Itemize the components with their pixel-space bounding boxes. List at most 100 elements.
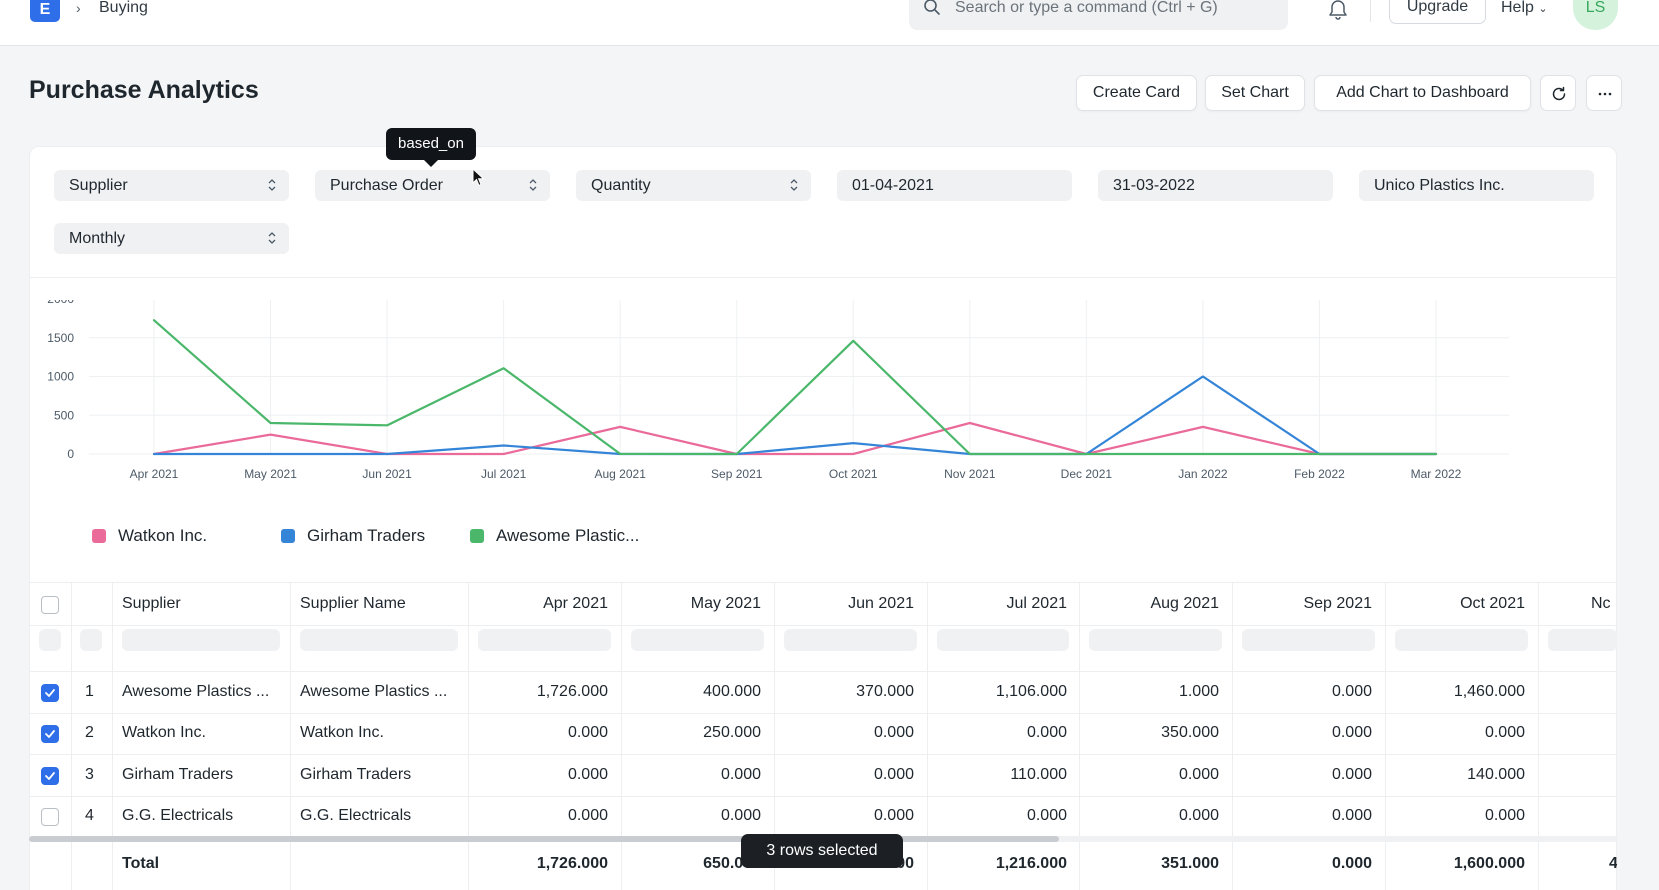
based-on-value: Purchase Order (330, 177, 443, 194)
sep-filter-input[interactable] (1242, 629, 1375, 651)
column-header-aug-2021[interactable]: Aug 2021 (1150, 595, 1219, 612)
oct-cell[interactable]: 0.000 (1484, 807, 1525, 824)
tree-type-select[interactable]: Supplier (54, 170, 289, 201)
oct-filter-input[interactable] (1395, 629, 1528, 651)
supplier-name-cell[interactable]: Girham Traders (300, 766, 412, 783)
more-menu-button[interactable] (1586, 75, 1622, 111)
from-date-input[interactable]: 01-04-2021 (837, 170, 1072, 201)
check-icon (45, 772, 55, 780)
company-input[interactable]: Unico Plastics Inc. (1359, 170, 1594, 201)
breadcrumb-buying[interactable]: Buying (99, 0, 148, 16)
supplier-name-cell[interactable]: Watkon Inc. (300, 724, 384, 741)
nov-filter-input[interactable] (1548, 629, 1617, 651)
column-divider (1385, 582, 1386, 890)
row-index: 2 (85, 724, 94, 741)
column-header-supplier[interactable]: Supplier (122, 595, 181, 612)
column-header-nov-2021[interactable]: Nc (1591, 595, 1611, 612)
may-cell[interactable]: 400.000 (703, 683, 761, 700)
column-header-may-2021[interactable]: May 2021 (690, 595, 761, 612)
oct-cell[interactable]: 0.000 (1484, 724, 1525, 741)
aug-cell[interactable]: 0.000 (1178, 807, 1219, 824)
column-header-apr-2021[interactable]: Apr 2021 (543, 595, 608, 612)
search-placeholder: Search or type a command (Ctrl + G) (955, 0, 1218, 16)
column-divider (927, 582, 928, 890)
aug-filter-input[interactable] (1089, 629, 1222, 651)
supplier-cell[interactable]: Awesome Plastics ... (122, 683, 270, 700)
apr-filter-input[interactable] (478, 629, 611, 651)
sep-cell[interactable]: 0.000 (1331, 683, 1372, 700)
oct-cell[interactable]: 140.000 (1467, 766, 1525, 783)
based-on-select[interactable]: Purchase Order (315, 170, 550, 201)
row-checkbox[interactable] (41, 808, 59, 826)
set-chart-button[interactable]: Set Chart (1205, 75, 1305, 111)
apr-cell[interactable]: 1,726.000 (536, 683, 608, 700)
aug-cell[interactable]: 0.000 (1178, 766, 1219, 783)
column-header-oct-2021[interactable]: Oct 2021 (1460, 595, 1525, 612)
jul-cell[interactable]: 1,106.000 (995, 683, 1067, 700)
row-checkbox[interactable] (41, 725, 59, 743)
column-header-jul-2021[interactable]: Jul 2021 (1006, 595, 1068, 612)
help-dropdown[interactable]: Help ⌄ (1501, 0, 1548, 17)
upgrade-button[interactable]: Upgrade (1389, 0, 1486, 24)
supplier-cell[interactable]: Girham Traders (122, 766, 234, 783)
column-header-sep-2021[interactable]: Sep 2021 (1303, 595, 1372, 612)
sep-cell[interactable]: 0.000 (1331, 724, 1372, 741)
supplier-name-cell[interactable]: Awesome Plastics ... (300, 683, 448, 700)
select-all-checkbox[interactable] (41, 596, 59, 614)
supplier-name-filter-input[interactable] (300, 629, 458, 651)
sep-cell[interactable]: 0.000 (1331, 766, 1372, 783)
column-divider (1079, 582, 1080, 890)
jun-cell[interactable]: 0.000 (873, 766, 914, 783)
jul-cell[interactable]: 0.000 (1026, 724, 1067, 741)
add-chart-to-dashboard-button[interactable]: Add Chart to Dashboard (1314, 75, 1531, 111)
rows-selected-toast: 3 rows selected (741, 834, 903, 868)
refresh-button[interactable] (1540, 75, 1576, 111)
refresh-icon (1552, 86, 1566, 101)
legend-label-watkon: Watkon Inc. (118, 526, 208, 545)
may-cell[interactable]: 250.000 (703, 724, 761, 741)
aug-cell[interactable]: 350.000 (1161, 724, 1219, 741)
column-header-supplier-name[interactable]: Supplier Name (300, 595, 406, 612)
row-checkbox[interactable] (41, 767, 59, 785)
total-jul: 1,216.000 (995, 855, 1067, 872)
may-cell[interactable]: 0.000 (720, 807, 761, 824)
apr-cell[interactable]: 0.000 (567, 807, 608, 824)
chevron-right-icon: › (76, 0, 81, 16)
jun-filter-input[interactable] (784, 629, 917, 651)
range-select[interactable]: Monthly (54, 223, 289, 254)
x-tick-label: Aug 2021 (594, 467, 646, 481)
supplier-name-cell[interactable]: G.G. Electricals (300, 807, 412, 824)
check-icon (45, 689, 55, 697)
column-header-jun-2021[interactable]: Jun 2021 (848, 595, 914, 612)
may-cell[interactable]: 0.000 (720, 766, 761, 783)
to-date-input[interactable]: 31-03-2022 (1098, 170, 1333, 201)
create-card-button[interactable]: Create Card (1076, 75, 1197, 111)
table-header-bottom-border (29, 625, 1617, 626)
column-divider (774, 582, 775, 890)
supplier-cell[interactable]: G.G. Electricals (122, 807, 234, 824)
apr-cell[interactable]: 0.000 (567, 724, 608, 741)
search-bar[interactable]: Search or type a command (Ctrl + G) (909, 0, 1288, 30)
oct-cell[interactable]: 1,460.000 (1453, 683, 1525, 700)
y-tick-label: 0 (67, 447, 74, 461)
mouse-cursor-icon (472, 168, 485, 187)
may-filter-input[interactable] (631, 629, 764, 651)
sep-cell[interactable]: 0.000 (1331, 807, 1372, 824)
jul-filter-input[interactable] (937, 629, 1069, 651)
jul-cell[interactable]: 110.000 (1010, 766, 1067, 783)
row-checkbox[interactable] (41, 684, 59, 702)
supplier-cell[interactable]: Watkon Inc. (122, 724, 206, 741)
apr-cell[interactable]: 0.000 (567, 766, 608, 783)
bell-icon[interactable] (1327, 0, 1349, 20)
jul-cell[interactable]: 0.000 (1026, 807, 1067, 824)
x-tick-label: Nov 2021 (944, 467, 996, 481)
scrollbar-thumb[interactable] (29, 836, 1059, 842)
avatar[interactable]: LS (1573, 0, 1618, 30)
jun-cell[interactable]: 0.000 (873, 724, 914, 741)
app-logo[interactable]: E (30, 0, 60, 22)
aug-cell[interactable]: 1.000 (1178, 683, 1219, 700)
supplier-filter-input[interactable] (122, 629, 280, 651)
jun-cell[interactable]: 0.000 (873, 807, 914, 824)
jun-cell[interactable]: 370.000 (856, 683, 914, 700)
value-quantity-select[interactable]: Quantity (576, 170, 811, 201)
